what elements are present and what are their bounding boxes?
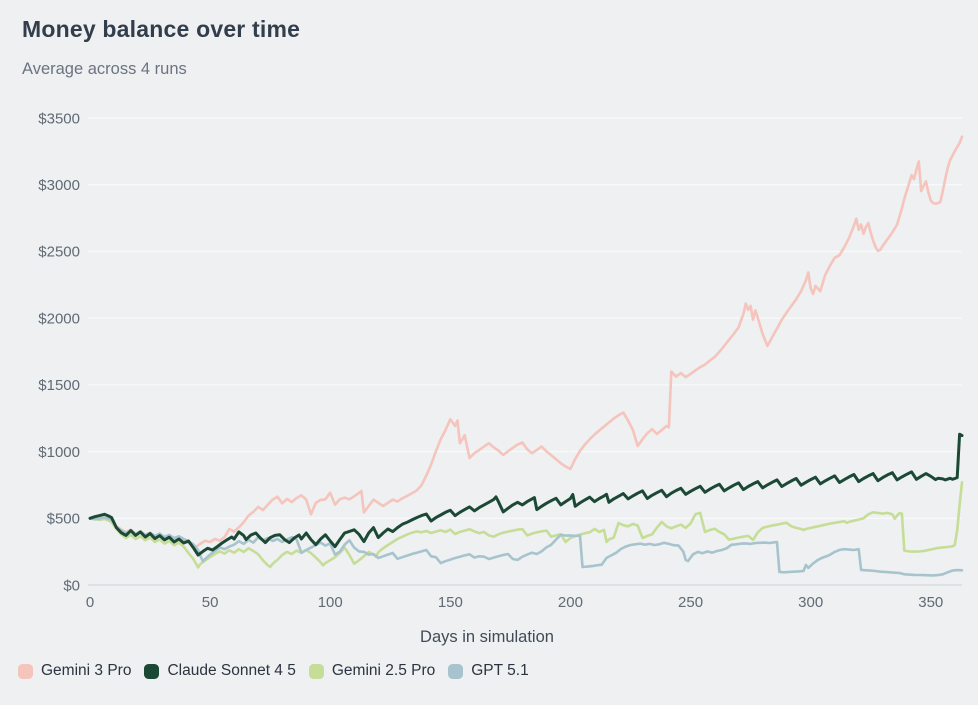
legend-label: GPT 5.1 (471, 662, 529, 679)
legend-label: Gemini 3 Pro (41, 662, 132, 679)
x-tick-label: 0 (86, 594, 94, 611)
x-tick-label: 350 (918, 594, 943, 611)
x-tick-label: 200 (558, 594, 583, 611)
legend-item-gemini-2-5-pro: Gemini 2.5 Pro (308, 662, 436, 680)
legend-item-claude-sonnet-4-5: Claude Sonnet 4 5 (144, 662, 296, 680)
x-tick-label: 50 (202, 594, 219, 611)
x-axis-label: Days in simulation (420, 628, 554, 646)
y-tick-label: $2000 (38, 310, 80, 327)
series-line-claude-sonnet-4-5 (88, 432, 964, 557)
y-tick-label: $0 (63, 577, 80, 594)
chart-subtitle: Average across 4 runs (22, 60, 187, 78)
legend-swatch (144, 663, 160, 679)
legend-label: Gemini 2.5 Pro (331, 662, 436, 679)
legend-item-gpt-5-1: GPT 5.1 (448, 662, 529, 680)
x-tick-label: 300 (798, 594, 823, 611)
x-tick-label: 100 (318, 594, 343, 611)
legend-swatch (308, 663, 324, 679)
chart-legend: Gemini 3 Pro Claude Sonnet 4 5 Gemini 2.5 … (18, 662, 529, 680)
y-tick-label: $3500 (38, 110, 80, 127)
legend-swatch (448, 663, 464, 679)
y-tick-label: $1000 (38, 444, 80, 461)
x-tick-label: 250 (678, 594, 703, 611)
series-line-gemini-2-5-pro (88, 480, 964, 569)
series-line-gpt-5-1 (88, 516, 964, 577)
page-title: Money balance over time (22, 16, 301, 42)
legend-swatch (18, 663, 33, 679)
y-tick-label: $1500 (38, 377, 80, 394)
series-line-gemini-3-pro (88, 135, 964, 549)
legend-label: Claude Sonnet 4 5 (167, 662, 296, 679)
legend-item-gemini-3-pro: Gemini 3 Pro (18, 662, 131, 680)
x-tick-label: 150 (438, 594, 463, 611)
y-tick-label: $2500 (38, 244, 80, 261)
y-tick-label: $3000 (38, 177, 80, 194)
y-tick-label: $500 (47, 511, 80, 528)
